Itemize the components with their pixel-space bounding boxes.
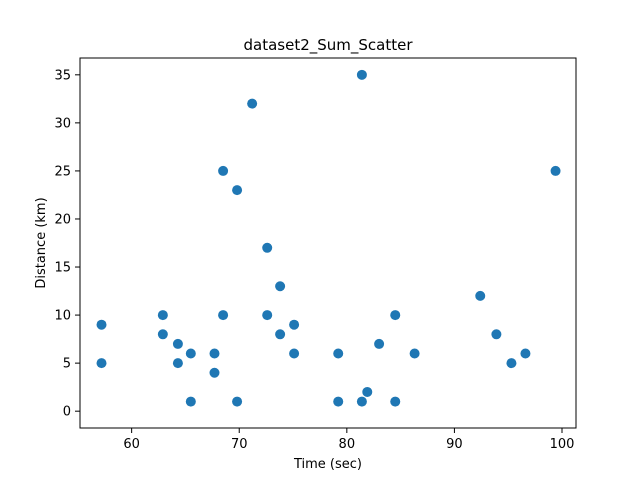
scatter-point — [218, 310, 229, 321]
scatter-point — [356, 69, 367, 80]
scatter-point — [232, 396, 243, 407]
x-axis-label: Time (sec) — [293, 457, 362, 472]
y-ticks: 0 5 10 15 20 25 30 35 — [54, 68, 80, 420]
scatter-point — [275, 329, 286, 340]
x-tick-label: 60 — [123, 437, 140, 452]
y-tick-label: 20 — [54, 212, 71, 227]
scatter-point — [185, 396, 196, 407]
scatter-point — [262, 242, 273, 253]
scatter-point — [520, 348, 531, 359]
y-tick-label: 15 — [54, 261, 71, 276]
scatter-point — [172, 358, 183, 369]
scatter-point — [333, 348, 344, 359]
scatter-point — [247, 98, 258, 109]
scatter-point — [506, 358, 517, 369]
x-tick-label: 100 — [550, 437, 575, 452]
scatter-point — [209, 348, 220, 359]
scatter-point — [96, 358, 107, 369]
y-tick-label: 10 — [54, 309, 71, 324]
plot-frame — [79, 57, 577, 429]
y-tick-label: 0 — [63, 405, 71, 420]
scatter-point — [362, 386, 373, 397]
x-tick-label: 80 — [339, 437, 356, 452]
scatter-point — [289, 348, 300, 359]
points-layer — [96, 69, 561, 407]
x-tick-label: 70 — [231, 437, 248, 452]
scatter-point — [289, 319, 300, 330]
x-ticks: 60 70 80 90 100 — [123, 428, 574, 452]
x-tick-label: 90 — [446, 437, 463, 452]
scatter-point — [232, 185, 243, 196]
scatter-point — [172, 338, 183, 349]
scatter-point — [157, 310, 168, 321]
y-axis-label: Distance (km) — [34, 197, 49, 288]
scatter-point — [218, 165, 229, 176]
chart-title: dataset2_Sum_Scatter — [243, 36, 413, 55]
scatter-point — [185, 348, 196, 359]
y-tick-label: 30 — [54, 116, 71, 131]
y-tick-label: 5 — [63, 357, 71, 372]
scatter-point — [209, 367, 220, 378]
scatter-point — [390, 310, 401, 321]
scatter-point — [390, 396, 401, 407]
scatter-point — [550, 165, 561, 176]
y-tick-label: 25 — [54, 164, 71, 179]
y-tick-label: 35 — [54, 68, 71, 83]
scatter-point — [475, 290, 486, 301]
scatter-point — [96, 319, 107, 330]
scatter-point — [333, 396, 344, 407]
scatter-point — [491, 329, 502, 340]
scatter-point — [409, 348, 420, 359]
scatter-point — [356, 396, 367, 407]
scatter-point — [262, 310, 273, 321]
scatter-point — [374, 338, 385, 349]
scatter-point — [157, 329, 168, 340]
scatter-point — [275, 281, 286, 292]
